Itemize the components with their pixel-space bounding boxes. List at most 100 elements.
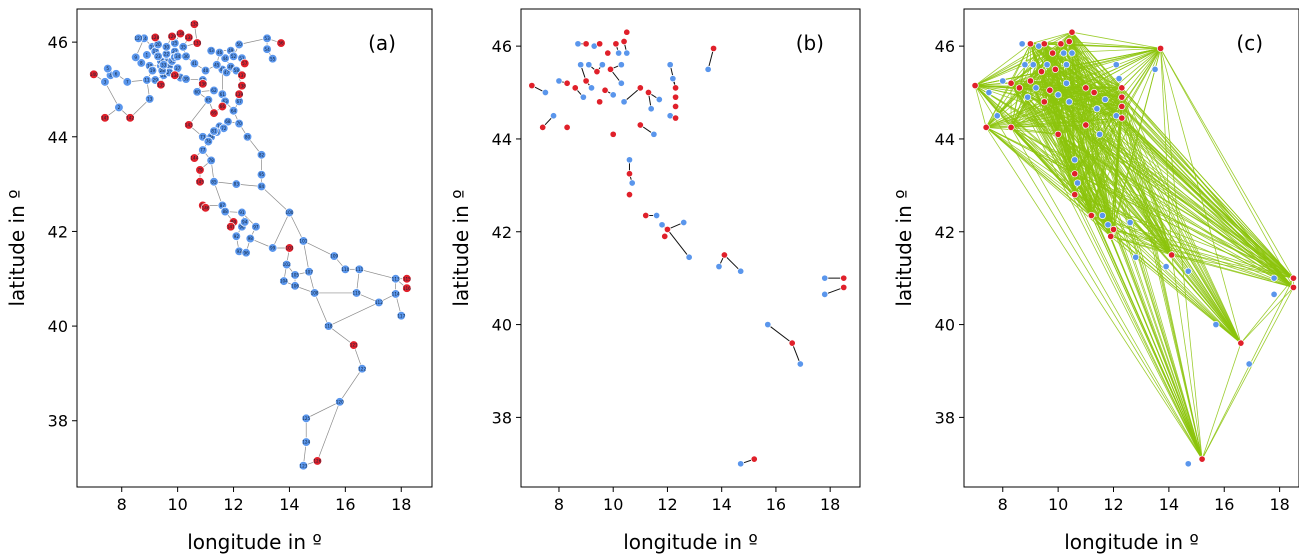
edge bbox=[1085, 87, 1203, 460]
node-red bbox=[625, 170, 634, 178]
y-tick-label: 44 bbox=[48, 128, 68, 147]
node-blue bbox=[666, 61, 674, 69]
node-label: 3 bbox=[104, 79, 107, 84]
node-red bbox=[402, 274, 412, 284]
edge bbox=[1060, 43, 1076, 195]
node-label: 11 bbox=[144, 78, 150, 83]
node-label: 37 bbox=[175, 66, 181, 71]
node-red bbox=[604, 49, 612, 57]
edge bbox=[1160, 48, 1203, 460]
x-tick-label: 16 bbox=[766, 495, 786, 514]
node-label: 122 bbox=[358, 366, 366, 371]
node-label: 117 bbox=[397, 313, 405, 318]
edge bbox=[1085, 48, 1161, 89]
node-blue bbox=[142, 50, 152, 60]
node-blue bbox=[704, 65, 712, 73]
node-blue bbox=[159, 60, 169, 70]
edge bbox=[1010, 101, 1045, 128]
edge bbox=[1171, 254, 1294, 279]
node-blue bbox=[234, 118, 244, 129]
x-tick-label: 16 bbox=[1214, 495, 1234, 514]
edge bbox=[1201, 277, 1294, 460]
edge bbox=[1011, 126, 1059, 135]
edge bbox=[1085, 124, 1114, 230]
node-red bbox=[563, 123, 571, 131]
node-label: 54 bbox=[264, 47, 270, 52]
panel-label: (a) bbox=[368, 31, 396, 55]
node-red bbox=[528, 82, 536, 90]
node-blue bbox=[200, 65, 211, 76]
node-label: 130 bbox=[176, 31, 184, 36]
edge bbox=[1044, 31, 1073, 45]
node-red bbox=[625, 191, 634, 199]
node-red bbox=[612, 40, 620, 48]
node-blue bbox=[549, 112, 558, 120]
edge bbox=[1121, 106, 1294, 288]
node-blue bbox=[268, 243, 278, 253]
edge bbox=[1090, 215, 1203, 460]
node-blue bbox=[737, 267, 745, 275]
node-red bbox=[150, 32, 160, 43]
edge bbox=[328, 325, 354, 346]
node-blue bbox=[655, 95, 663, 104]
node-label: 23 bbox=[155, 54, 161, 59]
y-tick-label: 46 bbox=[48, 33, 68, 52]
node-red bbox=[636, 84, 644, 92]
node-blue bbox=[658, 221, 666, 229]
node-red bbox=[563, 79, 571, 87]
node-red bbox=[1007, 123, 1015, 131]
node-blue bbox=[653, 211, 661, 220]
edge bbox=[1019, 87, 1092, 216]
edge bbox=[1110, 48, 1161, 237]
node-blue bbox=[181, 51, 191, 61]
edge bbox=[1074, 87, 1123, 195]
node-label: 112 bbox=[375, 300, 383, 305]
edge bbox=[1071, 32, 1242, 344]
node-blue bbox=[669, 75, 677, 83]
node-red bbox=[1026, 40, 1034, 48]
node-red bbox=[189, 19, 200, 29]
node-label: 30 bbox=[164, 44, 170, 49]
edge bbox=[1093, 48, 1161, 93]
edge bbox=[1085, 87, 1122, 98]
node-red bbox=[1168, 251, 1176, 259]
node-label: 124 bbox=[302, 440, 310, 445]
node-label: 138 bbox=[238, 83, 246, 88]
edge bbox=[1171, 254, 1242, 344]
node-label: 2 bbox=[118, 105, 121, 110]
node-blue bbox=[298, 461, 309, 471]
node-blue bbox=[284, 207, 295, 218]
edge bbox=[261, 186, 290, 213]
node-label: 79 bbox=[197, 168, 203, 173]
node-blue bbox=[161, 42, 172, 52]
node-blue bbox=[309, 288, 320, 298]
node-label: 136 bbox=[199, 81, 207, 86]
node-label: 139 bbox=[235, 92, 243, 97]
y-tick-label: 44 bbox=[492, 130, 512, 149]
node-red bbox=[184, 32, 194, 43]
node-red bbox=[198, 79, 208, 89]
node-blue bbox=[145, 94, 155, 104]
node-blue bbox=[209, 85, 219, 96]
y-tick-label: 42 bbox=[492, 223, 512, 242]
node-blue bbox=[579, 93, 587, 101]
edge bbox=[1019, 87, 1076, 195]
edge bbox=[339, 368, 363, 403]
node-label: 126 bbox=[313, 459, 321, 464]
node-red bbox=[1082, 121, 1090, 129]
node-label: 83 bbox=[234, 182, 240, 187]
edge bbox=[1121, 106, 1203, 460]
x-tick-label: 12 bbox=[657, 495, 677, 514]
edge bbox=[1041, 43, 1045, 72]
node-label: 10 bbox=[147, 63, 153, 68]
edge bbox=[1085, 124, 1203, 460]
node-label: 4 bbox=[109, 73, 112, 78]
node-blue bbox=[1062, 61, 1070, 69]
edge bbox=[1113, 229, 1242, 344]
node-label: 50 bbox=[236, 42, 242, 47]
node-blue bbox=[1024, 93, 1032, 101]
node-red bbox=[125, 113, 135, 123]
edge bbox=[1113, 229, 1294, 279]
node-blue bbox=[209, 126, 219, 136]
